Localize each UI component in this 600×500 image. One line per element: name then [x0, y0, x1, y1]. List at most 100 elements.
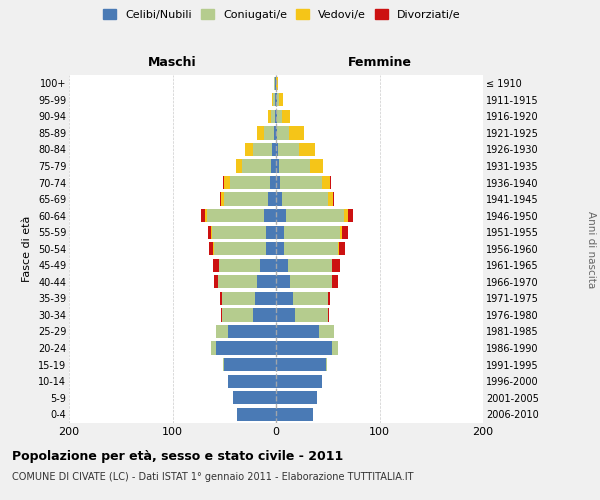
Bar [260, 258, 276, 272]
Bar [276, 242, 284, 256]
Bar [284, 226, 340, 239]
Text: COMUNE DI CIVATE (LC) - Dati ISTAT 1° gennaio 2011 - Elaborazione TUTTITALIA.IT: COMUNE DI CIVATE (LC) - Dati ISTAT 1° ge… [12, 472, 413, 482]
Bar [229, 374, 276, 388]
Bar [220, 292, 222, 305]
Bar [275, 93, 276, 106]
Bar [271, 160, 276, 172]
Bar [253, 143, 272, 156]
Bar [256, 292, 276, 305]
Bar [276, 391, 317, 404]
Bar [214, 242, 266, 256]
Bar [222, 292, 256, 305]
Bar [290, 275, 332, 288]
Bar [224, 176, 230, 189]
Bar [276, 76, 278, 90]
Bar [209, 242, 213, 256]
Bar [310, 160, 323, 172]
Bar [272, 93, 273, 106]
Bar [277, 126, 289, 140]
Bar [275, 76, 276, 90]
Bar [276, 126, 277, 140]
Bar [275, 110, 276, 123]
Bar [332, 258, 340, 272]
Bar [211, 226, 212, 239]
Bar [295, 308, 328, 322]
Bar [276, 275, 290, 288]
Bar [276, 342, 332, 354]
Bar [338, 242, 339, 256]
Bar [299, 143, 316, 156]
Bar [268, 110, 271, 123]
Bar [205, 209, 206, 222]
Bar [276, 110, 277, 123]
Bar [270, 176, 276, 189]
Bar [266, 242, 276, 256]
Bar [213, 258, 219, 272]
Bar [276, 192, 282, 205]
Bar [212, 226, 266, 239]
Bar [332, 342, 338, 354]
Bar [289, 126, 304, 140]
Bar [236, 160, 242, 172]
Bar [319, 325, 334, 338]
Bar [339, 242, 346, 256]
Bar [276, 292, 293, 305]
Bar [276, 143, 278, 156]
Bar [206, 209, 263, 222]
Bar [276, 308, 295, 322]
Bar [289, 258, 332, 272]
Bar [284, 242, 338, 256]
Bar [271, 110, 275, 123]
Bar [268, 192, 276, 205]
Text: Maschi: Maschi [148, 56, 197, 69]
Bar [257, 126, 263, 140]
Bar [216, 325, 229, 338]
Bar [278, 143, 299, 156]
Bar [344, 209, 349, 222]
Bar [274, 76, 275, 90]
Bar [280, 176, 322, 189]
Bar [216, 342, 276, 354]
Bar [253, 308, 276, 322]
Bar [218, 275, 257, 288]
Bar [349, 209, 353, 222]
Bar [236, 408, 276, 421]
Bar [274, 126, 276, 140]
Bar [276, 176, 280, 189]
Bar [282, 192, 328, 205]
Bar [220, 192, 221, 205]
Bar [233, 391, 276, 404]
Bar [208, 226, 211, 239]
Bar [245, 143, 253, 156]
Bar [272, 143, 276, 156]
Bar [276, 258, 289, 272]
Bar [219, 258, 260, 272]
Bar [242, 160, 271, 172]
Bar [279, 160, 310, 172]
Bar [276, 325, 319, 338]
Bar [277, 93, 279, 106]
Bar [276, 226, 284, 239]
Bar [276, 160, 279, 172]
Bar [266, 226, 276, 239]
Text: Femmine: Femmine [347, 56, 412, 69]
Bar [276, 408, 313, 421]
Bar [221, 308, 222, 322]
Y-axis label: Fasce di età: Fasce di età [22, 216, 32, 282]
Bar [223, 358, 224, 371]
Bar [322, 176, 330, 189]
Bar [222, 308, 253, 322]
Bar [286, 209, 344, 222]
Bar [213, 242, 214, 256]
Bar [273, 93, 275, 106]
Bar [230, 176, 270, 189]
Bar [279, 93, 283, 106]
Bar [342, 226, 349, 239]
Bar [277, 110, 282, 123]
Bar [330, 176, 331, 189]
Bar [328, 292, 330, 305]
Bar [224, 192, 268, 205]
Bar [328, 192, 333, 205]
Bar [263, 209, 276, 222]
Text: Popolazione per età, sesso e stato civile - 2011: Popolazione per età, sesso e stato civil… [12, 450, 343, 463]
